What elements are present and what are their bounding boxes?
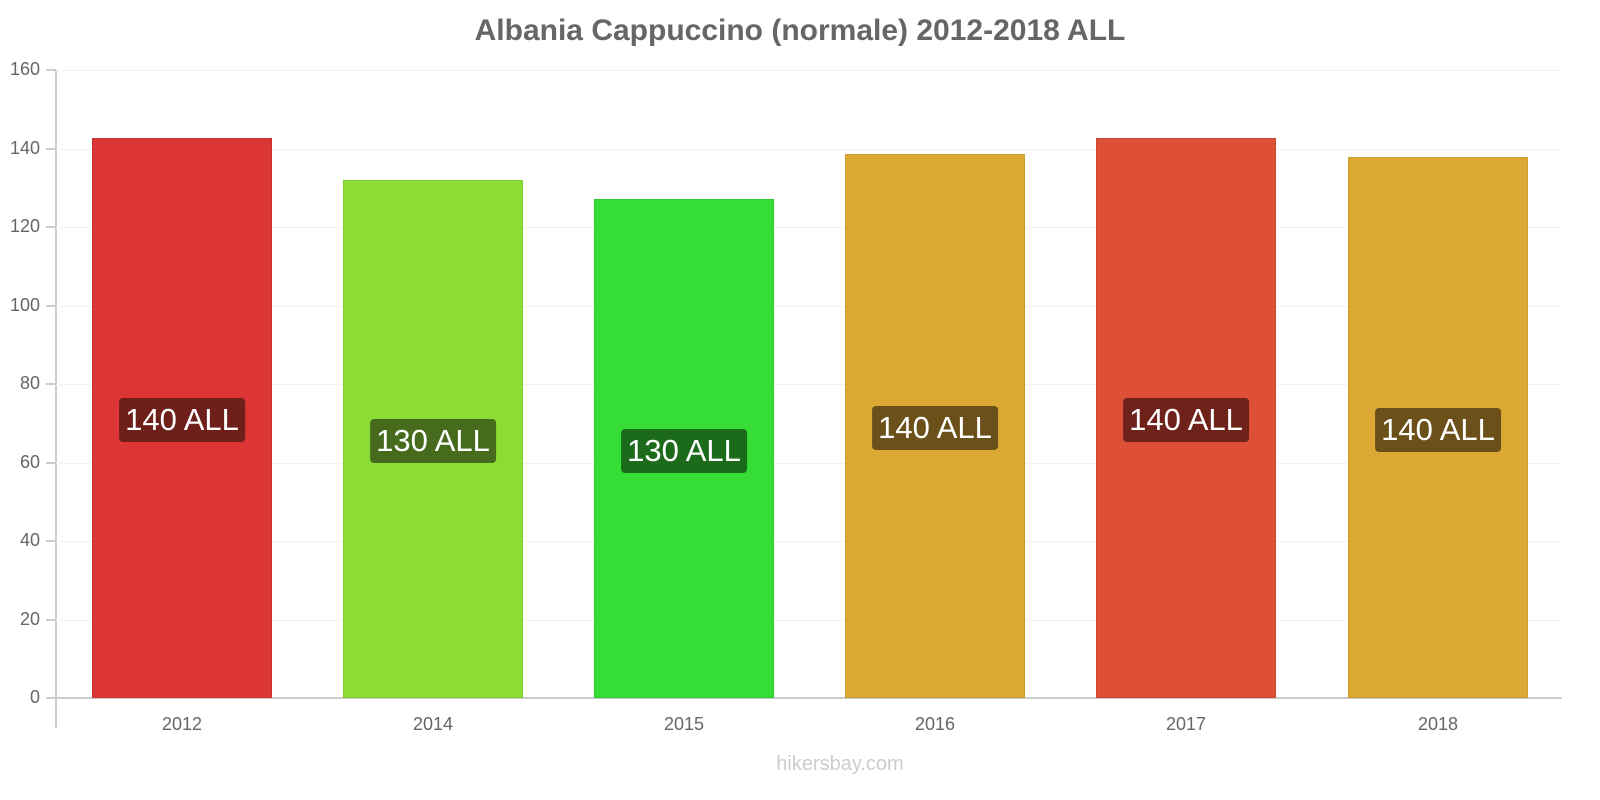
y-tick-label: 140	[9, 138, 40, 158]
y-tick-label: 0	[29, 687, 40, 707]
gridline	[56, 541, 1562, 542]
x-axis-line	[46, 697, 1562, 699]
y-tick-label: 40	[19, 530, 40, 550]
gridline	[56, 149, 1562, 150]
bar-value-label: 140 ALL	[872, 406, 998, 450]
gridline	[56, 306, 1562, 307]
y-tick-mark	[46, 697, 56, 699]
bar-value-label: 140 ALL	[1123, 398, 1249, 442]
y-tick-mark	[46, 619, 56, 621]
gridline	[56, 70, 1562, 71]
y-tick-mark	[46, 69, 56, 71]
x-tick-label: 2018	[1417, 714, 1459, 734]
x-tick-label: 2017	[1165, 714, 1207, 734]
y-tick-mark	[46, 540, 56, 542]
y-tick-mark	[46, 305, 56, 307]
bar-value-label: 140 ALL	[119, 398, 245, 442]
gridline	[56, 463, 1562, 464]
y-tick-mark	[46, 462, 56, 464]
x-tick-label: 2016	[914, 714, 956, 734]
y-tick-label: 160	[9, 59, 40, 79]
y-tick-mark	[46, 226, 56, 228]
x-tick-label: 2012	[161, 714, 203, 734]
bar-value-label: 130 ALL	[621, 429, 747, 473]
y-tick-mark	[46, 383, 56, 385]
y-axis-line	[55, 70, 57, 728]
bar-value-label: 140 ALL	[1375, 408, 1501, 452]
y-tick-label: 20	[19, 609, 40, 629]
x-tick-label: 2015	[663, 714, 705, 734]
gridline	[56, 620, 1562, 621]
chart-title: Albania Cappuccino (normale) 2012-2018 A…	[474, 14, 1126, 47]
x-tick-label: 2014	[412, 714, 454, 734]
watermark: hikersbay.com	[776, 753, 904, 775]
y-tick-label: 100	[9, 295, 40, 315]
gridline	[56, 384, 1562, 385]
y-tick-label: 60	[19, 452, 40, 472]
bar-value-label: 130 ALL	[370, 419, 496, 463]
y-tick-label: 120	[9, 216, 40, 236]
y-tick-label: 80	[19, 373, 40, 393]
gridline	[56, 227, 1562, 228]
y-tick-mark	[46, 148, 56, 150]
